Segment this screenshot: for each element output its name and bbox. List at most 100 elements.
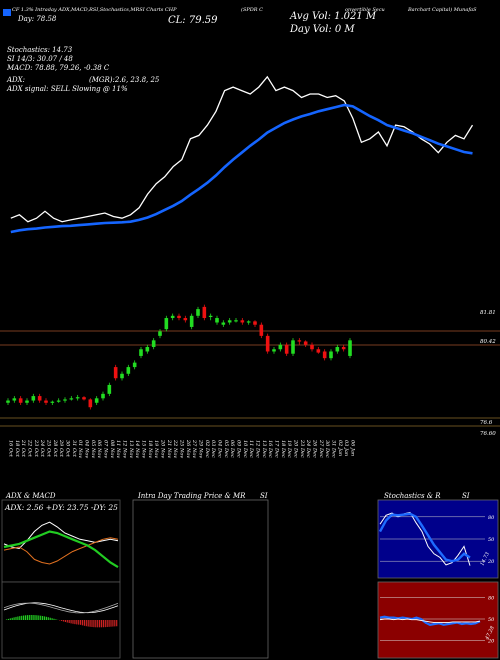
avg-volume: Avg Vol: 1.021 M (290, 11, 377, 22)
date-label: 06 Dec (229, 440, 235, 458)
macd-bar (66, 620, 68, 623)
macd-bar (49, 617, 51, 620)
price-level-label: 76.6 (480, 420, 493, 426)
adx-label: ADX: (7, 76, 26, 84)
candle-body (37, 396, 42, 401)
macd-value: MACD: 78.88, 79.26, -0.38 C (7, 64, 110, 72)
macd-bar (7, 618, 9, 620)
intraday-panel-frame (132, 499, 269, 659)
candle-body (348, 340, 352, 356)
candle-body (101, 393, 105, 399)
macd-bar (83, 620, 85, 626)
mrsi-lines: 47.28 (379, 615, 496, 642)
stoch-ytick: 50 (488, 537, 495, 543)
candle-body (177, 315, 181, 319)
adx-+DI-line (3, 521, 119, 550)
date-label: 08 Nov (109, 440, 115, 458)
macd-bar (5, 619, 8, 620)
mrsi-grid: 80 50 20 (380, 595, 495, 645)
si-value: SI 14/3: 30.07 / 48 (7, 55, 73, 63)
candle-body (12, 398, 17, 401)
date-label: 16 Dec (267, 440, 273, 458)
date-label: 11 Nov (115, 440, 121, 458)
candle-body (291, 340, 295, 354)
macd-bar (51, 618, 53, 620)
macd-bar (62, 620, 65, 622)
candle-body (69, 398, 74, 400)
macd-bar (13, 617, 15, 620)
ema-line (10, 103, 473, 234)
main-price-chart: 16 Oct 18 Oct 21 Oct 22 Oct 23 Oct 24 Oct 25 O… (0, 75, 500, 458)
date-label: 14 Nov (134, 440, 140, 458)
candlestick-series (6, 304, 352, 410)
candle-body (82, 397, 86, 400)
candle-body (196, 309, 200, 316)
stochastics-lines: 14.73 (378, 511, 491, 567)
date-label: 03 Jan (343, 440, 349, 456)
macd-bar (40, 615, 42, 620)
candle-body (158, 331, 162, 336)
mrsi-ytick: 80 (488, 595, 495, 601)
macd-bar (11, 617, 13, 620)
date-label: 18 Nov (147, 440, 153, 458)
candle-body (335, 347, 340, 352)
macd-bar (72, 620, 74, 624)
intraday-title-tail: SI (260, 492, 268, 500)
macd-bar (61, 620, 63, 621)
date-label: 19 Dec (286, 440, 292, 458)
date-label: 17 Dec (274, 440, 280, 458)
candle-body (18, 398, 23, 403)
macd-bar (70, 620, 72, 624)
stochastics-title: Stochastics & R (384, 492, 441, 500)
date-label: 22 Nov (172, 439, 178, 458)
candle-body (107, 384, 112, 394)
adx-ADX-line (3, 530, 119, 569)
candle-body (246, 321, 251, 323)
macd-bar (87, 620, 89, 627)
candle-body (44, 400, 48, 403)
candle-body (221, 322, 226, 325)
stochastics-title-tail: SI (462, 492, 470, 500)
macd-panel-frame (1, 581, 121, 659)
macd-bar (76, 620, 78, 625)
candle-body (215, 318, 219, 323)
macd-bar (108, 620, 110, 627)
candle-body (278, 344, 283, 350)
candle-body (132, 362, 137, 368)
stochastics-value: Stochastics: 14.73 (7, 46, 73, 54)
macd-line (3, 602, 119, 614)
mrsi-end-label: 47.28 (484, 625, 496, 641)
date-label: 24 Dec (305, 439, 311, 458)
macd-bar (24, 615, 27, 620)
candle-body (208, 315, 213, 317)
adx-signal: ADX signal: SELL Slowing @ 11% (7, 85, 128, 93)
legend-label: CF 1.3% Intraday ADX,MACD,RSI,Stochastic… (12, 7, 177, 13)
date-label: 26 Dec (312, 439, 318, 458)
candle-body (126, 367, 131, 374)
date-label: 20 Dec (293, 439, 299, 458)
candle-body (50, 401, 55, 403)
date-label: 25 Nov (179, 439, 185, 458)
date-label: 24 Oct (39, 439, 45, 458)
date-label: 02 Jan (337, 440, 343, 456)
candle-body (227, 320, 232, 323)
candle-body (272, 349, 276, 352)
candle-body (265, 335, 270, 352)
macd-bar (78, 620, 80, 625)
stoch-ytick: 20 (487, 559, 495, 565)
macd-bar (68, 620, 70, 623)
macd-bar (95, 620, 97, 628)
date-label: 22 Oct (27, 439, 33, 458)
day-line: Day: 78.58 (18, 15, 57, 23)
candle-body (6, 400, 10, 403)
date-label: 15 Nov (141, 440, 147, 458)
macd-bar (85, 620, 87, 627)
macd-bar (34, 615, 36, 620)
candle-body (284, 344, 289, 354)
date-label: 25 Oct (46, 439, 52, 458)
candle-body (234, 320, 238, 322)
close-line: CL: 79.59 (168, 15, 218, 26)
price-level-labels: 81.81 80.42 76.6 76.60 (480, 310, 496, 437)
mrsi-ytick: 20 (487, 639, 495, 645)
date-label: 12 Nov (122, 440, 128, 458)
